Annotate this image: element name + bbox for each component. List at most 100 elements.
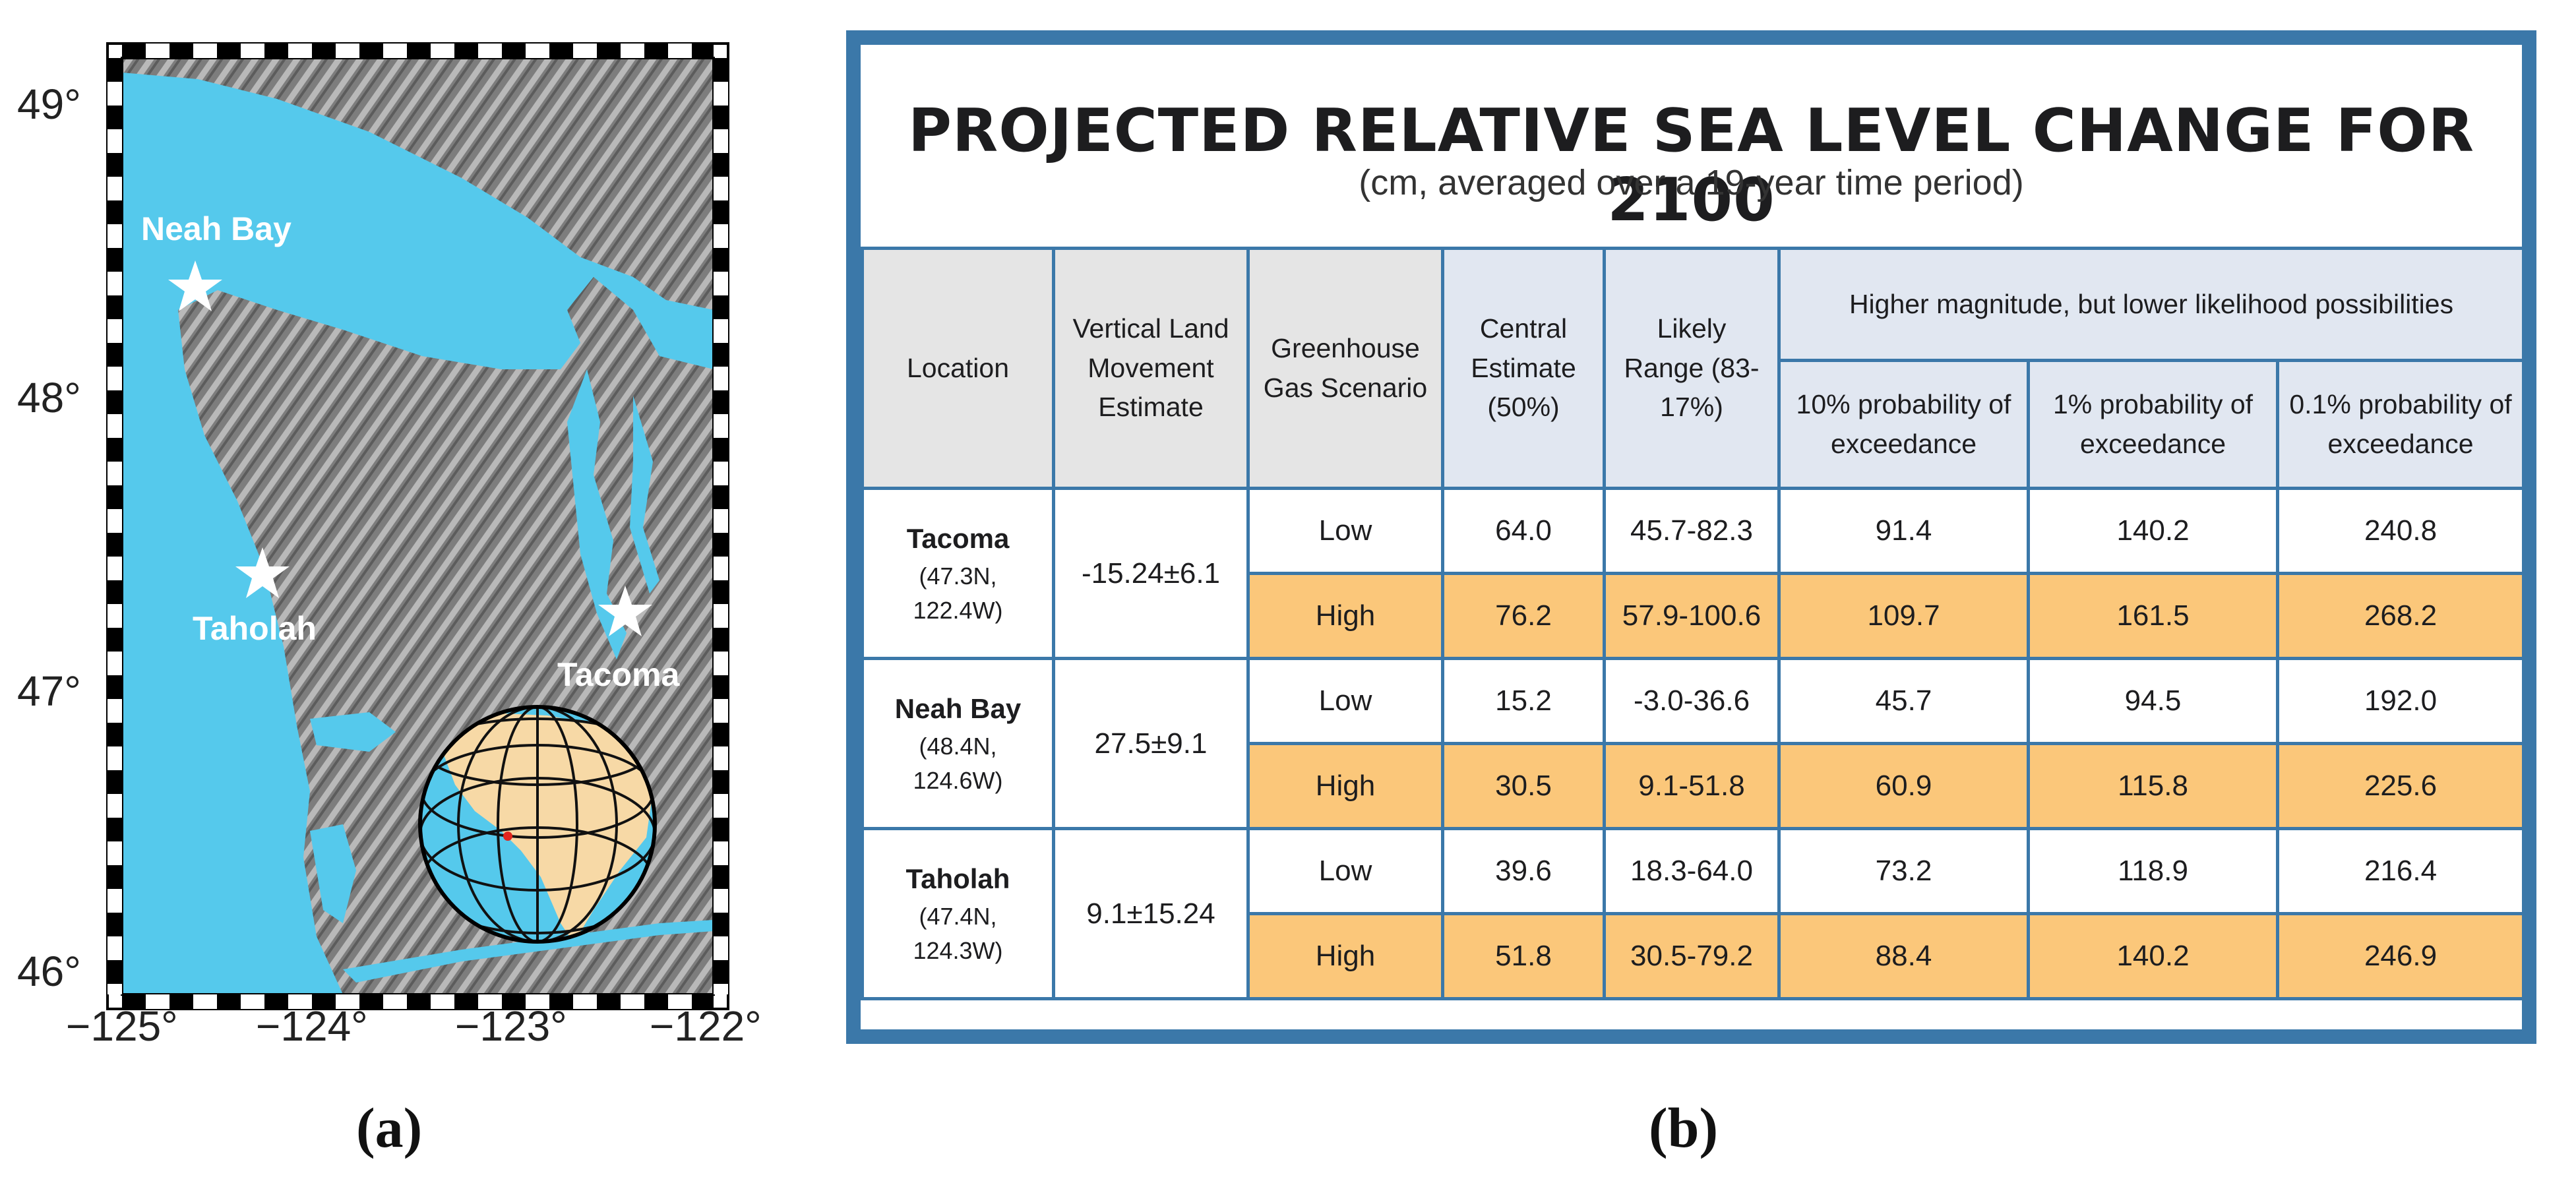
p01-cell: 240.8 xyxy=(2275,487,2526,575)
header-likely: Likely Range (83-17%) xyxy=(1603,247,1781,490)
p01-cell: 192.0 xyxy=(2275,657,2526,745)
central-cell: 64.0 xyxy=(1441,487,1606,575)
location-cell-neah-bay: Neah Bay (48.4N, 124.6W) xyxy=(861,657,1055,830)
frame-tick xyxy=(714,390,728,414)
frame-tick xyxy=(107,841,122,865)
frame-tick xyxy=(107,129,122,153)
frame-tick xyxy=(714,58,728,82)
frame-tick xyxy=(692,994,714,1009)
frame-tick xyxy=(107,224,122,248)
p10-cell: 60.9 xyxy=(1777,742,2030,830)
frame-tick xyxy=(107,153,122,177)
frame-tick xyxy=(107,746,122,770)
willapa-bay xyxy=(310,824,356,923)
frame-tick xyxy=(714,557,728,580)
location-coord: 124.3W) xyxy=(913,936,1003,964)
frame-tick xyxy=(714,865,728,889)
frame-tick xyxy=(714,295,728,319)
header-vlm: Vertical Land Movement Estimate xyxy=(1052,247,1250,490)
frame-tick xyxy=(146,994,169,1009)
frame-tick xyxy=(107,248,122,272)
p01-cell: 268.2 xyxy=(2275,572,2526,660)
central-cell: 39.6 xyxy=(1441,827,1606,915)
p10-cell: 45.7 xyxy=(1777,657,2030,745)
star-tacoma xyxy=(598,586,652,636)
frame-tick xyxy=(107,723,122,746)
frame-tick xyxy=(714,200,728,224)
table-wrap: Location Vertical Land Movement Estimate… xyxy=(861,247,2526,1000)
frame-tick xyxy=(714,509,728,533)
frame-tick xyxy=(597,44,621,58)
frame-tick xyxy=(714,224,728,248)
frame-tick xyxy=(107,936,122,960)
location-cell-taholah: Taholah (47.4N, 124.3W) xyxy=(861,827,1055,1000)
frame-tick xyxy=(107,438,122,462)
p10-cell: 73.2 xyxy=(1777,827,2030,915)
frame-tick xyxy=(107,889,122,913)
frame-tick xyxy=(478,994,502,1009)
lat-label-47: 47° xyxy=(17,667,81,715)
frame-tick xyxy=(107,604,122,628)
location-cell-tacoma: Tacoma (47.3N, 122.4W) xyxy=(861,487,1055,660)
frame-tick xyxy=(107,865,122,889)
frame-tick xyxy=(526,44,549,58)
table-row: Neah Bay (48.4N, 124.6W) 27.5±9.1 Low 15… xyxy=(861,657,2526,830)
frame-tick xyxy=(502,44,526,58)
frame-tick xyxy=(714,889,728,913)
vlm-cell: -15.24±6.1 xyxy=(1052,487,1250,660)
frame-tick xyxy=(714,248,728,272)
likely-cell: -3.0-36.6 xyxy=(1603,657,1781,745)
scenario-cell: High xyxy=(1246,912,1444,1000)
table-row: High 51.8 30.5-79.2 88.4 140.2 246.9 xyxy=(863,912,2526,1000)
frame-tick xyxy=(107,200,122,224)
frame-tick xyxy=(107,462,122,485)
frame-tick xyxy=(714,699,728,723)
frame-tick xyxy=(288,44,312,58)
frame-tick xyxy=(169,994,193,1009)
likely-cell: 18.3-64.0 xyxy=(1603,827,1781,915)
frame-tick xyxy=(107,295,122,319)
frame-tick xyxy=(714,984,728,994)
central-cell: 30.5 xyxy=(1441,742,1606,830)
frame-tick xyxy=(193,994,217,1009)
scenario-cell: Low xyxy=(1246,487,1444,575)
p01-cell: 225.6 xyxy=(2275,742,2526,830)
frame-tick xyxy=(668,44,692,58)
frame-tick xyxy=(193,44,217,58)
vlm-cell: 9.1±15.24 xyxy=(1052,827,1250,1000)
header-central: Central Estimate (50%) xyxy=(1441,247,1606,490)
frame-tick xyxy=(107,794,122,818)
table-row: High 76.2 57.9-100.6 109.7 161.5 268.2 xyxy=(863,572,2526,660)
p10-cell: 91.4 xyxy=(1777,487,2030,575)
central-cell: 15.2 xyxy=(1441,657,1606,745)
frame-tick xyxy=(336,994,359,1009)
frame-tick xyxy=(312,994,336,1009)
frame-tick xyxy=(217,994,241,1009)
frame-tick xyxy=(714,794,728,818)
frame-tick xyxy=(359,44,383,58)
frame-tick xyxy=(241,44,264,58)
location-name: Neah Bay xyxy=(894,692,1022,724)
lat-label-48: 48° xyxy=(17,374,81,421)
frame-tick xyxy=(107,675,122,699)
frame-tick xyxy=(107,580,122,604)
table-row: Tacoma (47.3N, 122.4W) -15.24±6.1 Low 64… xyxy=(861,487,2526,660)
likely-cell: 57.9-100.6 xyxy=(1603,572,1781,660)
header-higher-magnitude: Higher magnitude, but lower likelihood p… xyxy=(1777,247,2526,362)
header-p10: 10% probability of exceedance xyxy=(1777,359,2030,490)
vlm-cell: 27.5±9.1 xyxy=(1052,657,1250,830)
location-name: Taholah xyxy=(905,863,1010,894)
frame-tick xyxy=(714,414,728,438)
frame-tick xyxy=(549,44,573,58)
sea-level-table-panel: PROJECTED RELATIVE SEA LEVEL CHANGE FOR … xyxy=(846,30,2536,1044)
p01-cell: 246.9 xyxy=(2275,912,2526,1000)
frame-tick xyxy=(383,44,407,58)
header-p01: 0.1% probability of exceedance xyxy=(2275,359,2526,490)
scenario-cell: Low xyxy=(1246,827,1444,915)
frame-tick xyxy=(107,319,122,343)
frame-tick xyxy=(431,994,454,1009)
puget-sound xyxy=(567,369,627,659)
lon-label-122: −122° xyxy=(650,1002,762,1050)
map-area xyxy=(122,58,714,994)
sea-level-table: Location Vertical Land Movement Estimate… xyxy=(861,247,2526,1000)
